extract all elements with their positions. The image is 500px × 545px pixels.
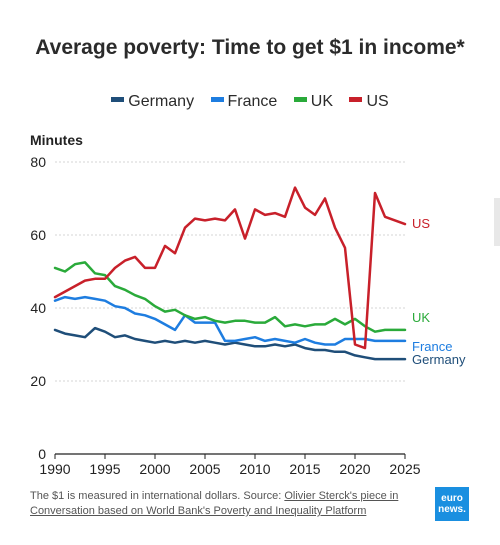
x-tick-label-2010: 2010 bbox=[239, 461, 270, 477]
end-label-us: US bbox=[412, 216, 430, 231]
footnote-text: The $1 is measured in international doll… bbox=[30, 490, 285, 502]
series-layer bbox=[53, 186, 407, 361]
series-line-us bbox=[53, 186, 407, 350]
x-tick-label-2020: 2020 bbox=[339, 461, 370, 477]
series-line-france bbox=[53, 295, 407, 346]
x-tick-label-2005: 2005 bbox=[189, 461, 220, 477]
legend-swatch-germany bbox=[111, 97, 125, 103]
end-label-germany: Germany bbox=[412, 352, 466, 367]
legend-swatch-us bbox=[349, 97, 363, 103]
legend-item-germany: Germany bbox=[111, 93, 194, 111]
y-axis-title: Minutes bbox=[30, 132, 83, 148]
tick-layer: 0 20 40 60 80 1990 1995 2000 2005 2010 2015 2020 202… bbox=[30, 154, 420, 477]
chart-title: Average poverty: Time to get $1 in incom… bbox=[35, 36, 465, 59]
x-tick-label-2015: 2015 bbox=[289, 461, 320, 477]
scroll-handle[interactable] bbox=[494, 198, 500, 246]
x-tick-label-2000: 2000 bbox=[139, 461, 170, 477]
x-tick-label-2025: 2025 bbox=[389, 461, 420, 477]
legend-label-germany: Germany bbox=[128, 93, 195, 110]
y-tick-label-0: 0 bbox=[38, 446, 46, 462]
end-label-uk: UK bbox=[412, 310, 430, 325]
legend-label-uk: UK bbox=[310, 93, 334, 110]
source-link[interactable]: Olivier Sterck's piece in Conversation b… bbox=[30, 490, 399, 517]
legend-label-us: US bbox=[366, 93, 389, 110]
legend-item-uk: UK bbox=[293, 93, 334, 111]
logo-line2: news. bbox=[438, 504, 466, 515]
y-tick-label-60: 60 bbox=[30, 227, 46, 243]
legend-label-france: France bbox=[227, 93, 278, 110]
end-label-france: France bbox=[412, 339, 452, 354]
legend-swatch-france bbox=[210, 97, 224, 103]
x-tick-label-1995: 1995 bbox=[89, 461, 120, 477]
legend-item-us: US bbox=[349, 93, 389, 111]
y-tick-label-20: 20 bbox=[30, 373, 46, 389]
y-tick-label-80: 80 bbox=[30, 154, 46, 170]
x-tick-label-1990: 1990 bbox=[39, 461, 70, 477]
grid-layer bbox=[55, 161, 405, 455]
series-line-uk bbox=[53, 261, 407, 333]
legend-swatch-uk bbox=[293, 97, 307, 103]
source-footnote: The $1 is measured in international doll… bbox=[30, 489, 410, 519]
chart-legend: Germany France UK US bbox=[0, 93, 500, 111]
y-tick-label-40: 40 bbox=[30, 300, 46, 316]
euronews-logo[interactable]: euro news. bbox=[435, 487, 469, 521]
series-line-germany bbox=[53, 326, 407, 361]
legend-item-france: France bbox=[210, 93, 278, 111]
logo-line1: euro bbox=[441, 493, 463, 504]
